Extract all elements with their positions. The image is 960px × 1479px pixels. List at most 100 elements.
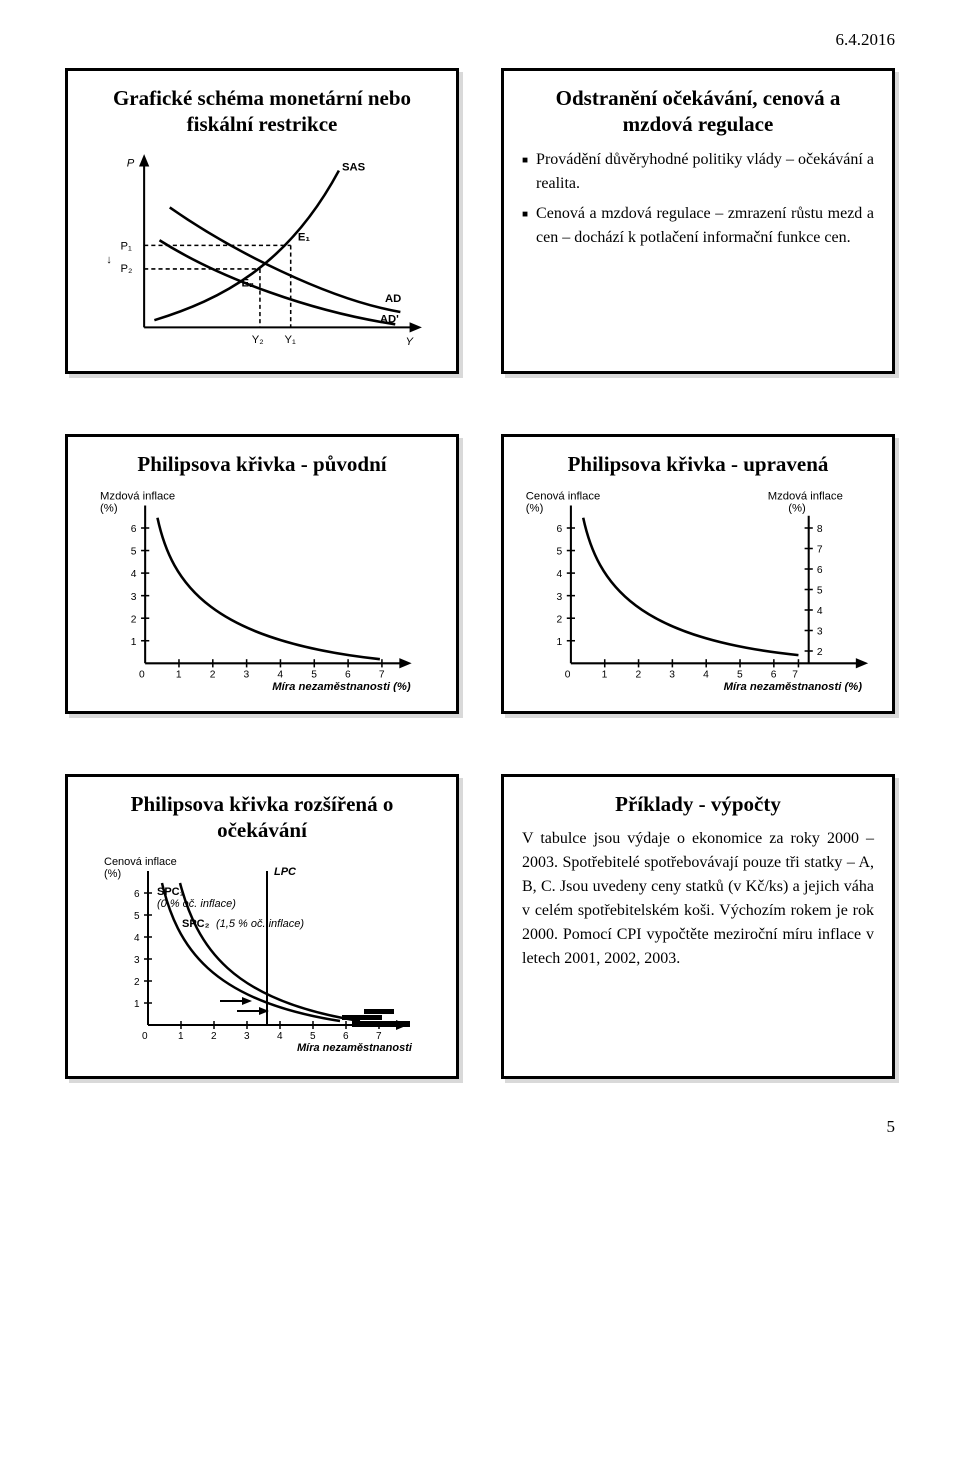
row-1: Grafické schéma monetární nebo fiskální … [65,68,895,374]
svg-text:5: 5 [557,546,563,557]
svg-text:1: 1 [178,1031,184,1042]
svg-text:2: 2 [817,647,823,658]
svg-text:2: 2 [211,1031,217,1042]
panel-monetary-schema: Grafické schéma monetární nebo fiskální … [65,68,459,374]
lbl-y1: Y₁ [285,333,297,345]
svg-text:5: 5 [131,546,137,557]
svg-text:1: 1 [602,669,608,680]
svg-text:5: 5 [134,911,140,922]
svg-text:3: 3 [669,669,675,680]
panel-examples: Příklady - výpočty V tabulce jsou výdaje… [501,774,895,1080]
lbl-y: Y [406,335,415,347]
lbl-e2: E₂ [242,277,255,289]
svg-text:6: 6 [131,524,137,535]
svg-text:6: 6 [343,1031,349,1042]
svg-text:6: 6 [771,669,777,680]
svg-text:6: 6 [817,565,823,576]
down-arrow-icon: ↓ [106,253,112,265]
svg-text:3: 3 [134,955,140,966]
y-ticks: 1 2 3 4 5 6 [131,524,149,648]
svg-text:3: 3 [557,592,563,603]
svg-text:6: 6 [134,889,140,900]
lbl-y2: Y₂ [252,333,264,345]
panel-regulation-text: Odstranění očekávání, cenová a mzdová re… [501,68,895,374]
lbl-p: P [127,157,135,169]
svg-text:3: 3 [244,669,250,680]
svg-text:7: 7 [792,669,798,680]
svg-text:0: 0 [139,669,145,680]
lbl-ad2: AD' [380,313,399,325]
bullet-1: Provádění důvěryhodné politiky vlády – o… [522,148,874,196]
svg-text:6: 6 [557,524,563,535]
panel-phillips-expectations: Philipsova křivka rozšířená o očekávání … [65,774,459,1080]
svg-text:2: 2 [557,614,563,625]
svg-text:7: 7 [376,1031,382,1042]
svg-text:1: 1 [131,637,137,648]
x-axis-label: Míra nezaměstnanosti [297,1042,413,1054]
svg-text:5: 5 [310,1031,316,1042]
svg-text:4: 4 [817,606,823,617]
svg-text:7: 7 [817,544,823,555]
chart-phillips-original: Mzdová inflace (%) 1 2 3 4 5 6 0 [86,487,438,692]
y2-ticks: 2 3 4 5 6 7 8 [805,524,823,658]
y-axis-label: Cenová inflace [526,490,601,502]
svg-text:0: 0 [142,1031,148,1042]
y2-axis-label: Mzdová inflace [768,490,843,502]
svg-text:4: 4 [134,933,140,944]
svg-text:1: 1 [176,669,182,680]
row-3: Philipsova křivka rozšířená o očekávání … [65,774,895,1080]
svg-text:1: 1 [134,999,140,1010]
svg-text:2: 2 [134,977,140,988]
page-number: 5 [887,1117,896,1137]
chart-ad-as: P Y SAS AD AD' E₁ E₂ P₁ P₂ ↓ [86,148,438,353]
bullet-text: Provádění důvěryhodné politiky vlády – o… [536,148,874,196]
y-axis-unit: (%) [100,502,118,514]
svg-text:3: 3 [244,1031,250,1042]
panel-title: Philipsova křivka - původní [86,451,438,477]
bullet-text: Cenová a mzdová regulace – zmrazení růst… [536,202,874,250]
panel-phillips-original: Philipsova křivka - původní Mzdová infla… [65,434,459,714]
y-ticks: 1 2 3 4 5 6 [134,889,152,1010]
y2-axis-unit: (%) [788,502,806,514]
svg-text:0: 0 [565,669,571,680]
svg-text:5: 5 [311,669,317,680]
y-axis-label: Cenová inflace [104,856,177,868]
panel-phillips-modified: Philipsova křivka - upravená Cenová infl… [501,434,895,714]
svg-text:2: 2 [210,669,216,680]
svg-text:2: 2 [131,614,137,625]
panel-title: Philipsova křivka - upravená [522,451,874,477]
svg-text:6: 6 [345,669,351,680]
svg-text:5: 5 [737,669,743,680]
scan-noise [342,1009,410,1027]
bullet-2: Cenová a mzdová regulace – zmrazení růst… [522,202,874,250]
chart-phillips-expectations: Cenová inflace (%) LPC SPC₁ (0 % oč. inf… [86,853,438,1058]
svg-text:5: 5 [817,585,823,596]
x-axis-label: Míra nezaměstnanosti (%) [272,681,411,692]
lbl-sas: SAS [342,161,366,173]
svg-text:2: 2 [635,669,641,680]
x-axis-label: Míra nezaměstnanosti (%) [724,681,863,692]
chart-phillips-modified: Cenová inflace (%) Mzdová inflace (%) 1 … [522,487,874,692]
svg-text:4: 4 [277,669,283,680]
row-2: Philipsova křivka - původní Mzdová infla… [65,434,895,714]
panel-title: Grafické schéma monetární nebo fiskální … [86,85,438,138]
phillips-curve-mod [583,518,798,655]
panel-title: Odstranění očekávání, cenová a mzdová re… [522,85,874,138]
lbl-p2: P₂ [121,263,133,275]
svg-text:4: 4 [131,569,137,580]
svg-text:3: 3 [817,626,823,637]
svg-text:4: 4 [703,669,709,680]
examples-body: V tabulce jsou výdaje o ekonomice za rok… [522,827,874,971]
svg-text:4: 4 [277,1031,283,1042]
panel-title: Philipsova křivka rozšířená o očekávání [86,791,438,844]
lbl-ad: AD [385,292,401,304]
y-axis-unit: (%) [526,502,544,514]
lbl-e1: E₁ [298,231,311,243]
lbl-p1: P₁ [121,240,133,252]
y-ticks: 1 2 3 4 5 6 [557,524,575,648]
svg-text:3: 3 [131,592,137,603]
svg-text:8: 8 [817,524,823,535]
y-axis-unit: (%) [104,868,121,880]
svg-text:7: 7 [379,669,385,680]
svg-text:4: 4 [557,569,563,580]
